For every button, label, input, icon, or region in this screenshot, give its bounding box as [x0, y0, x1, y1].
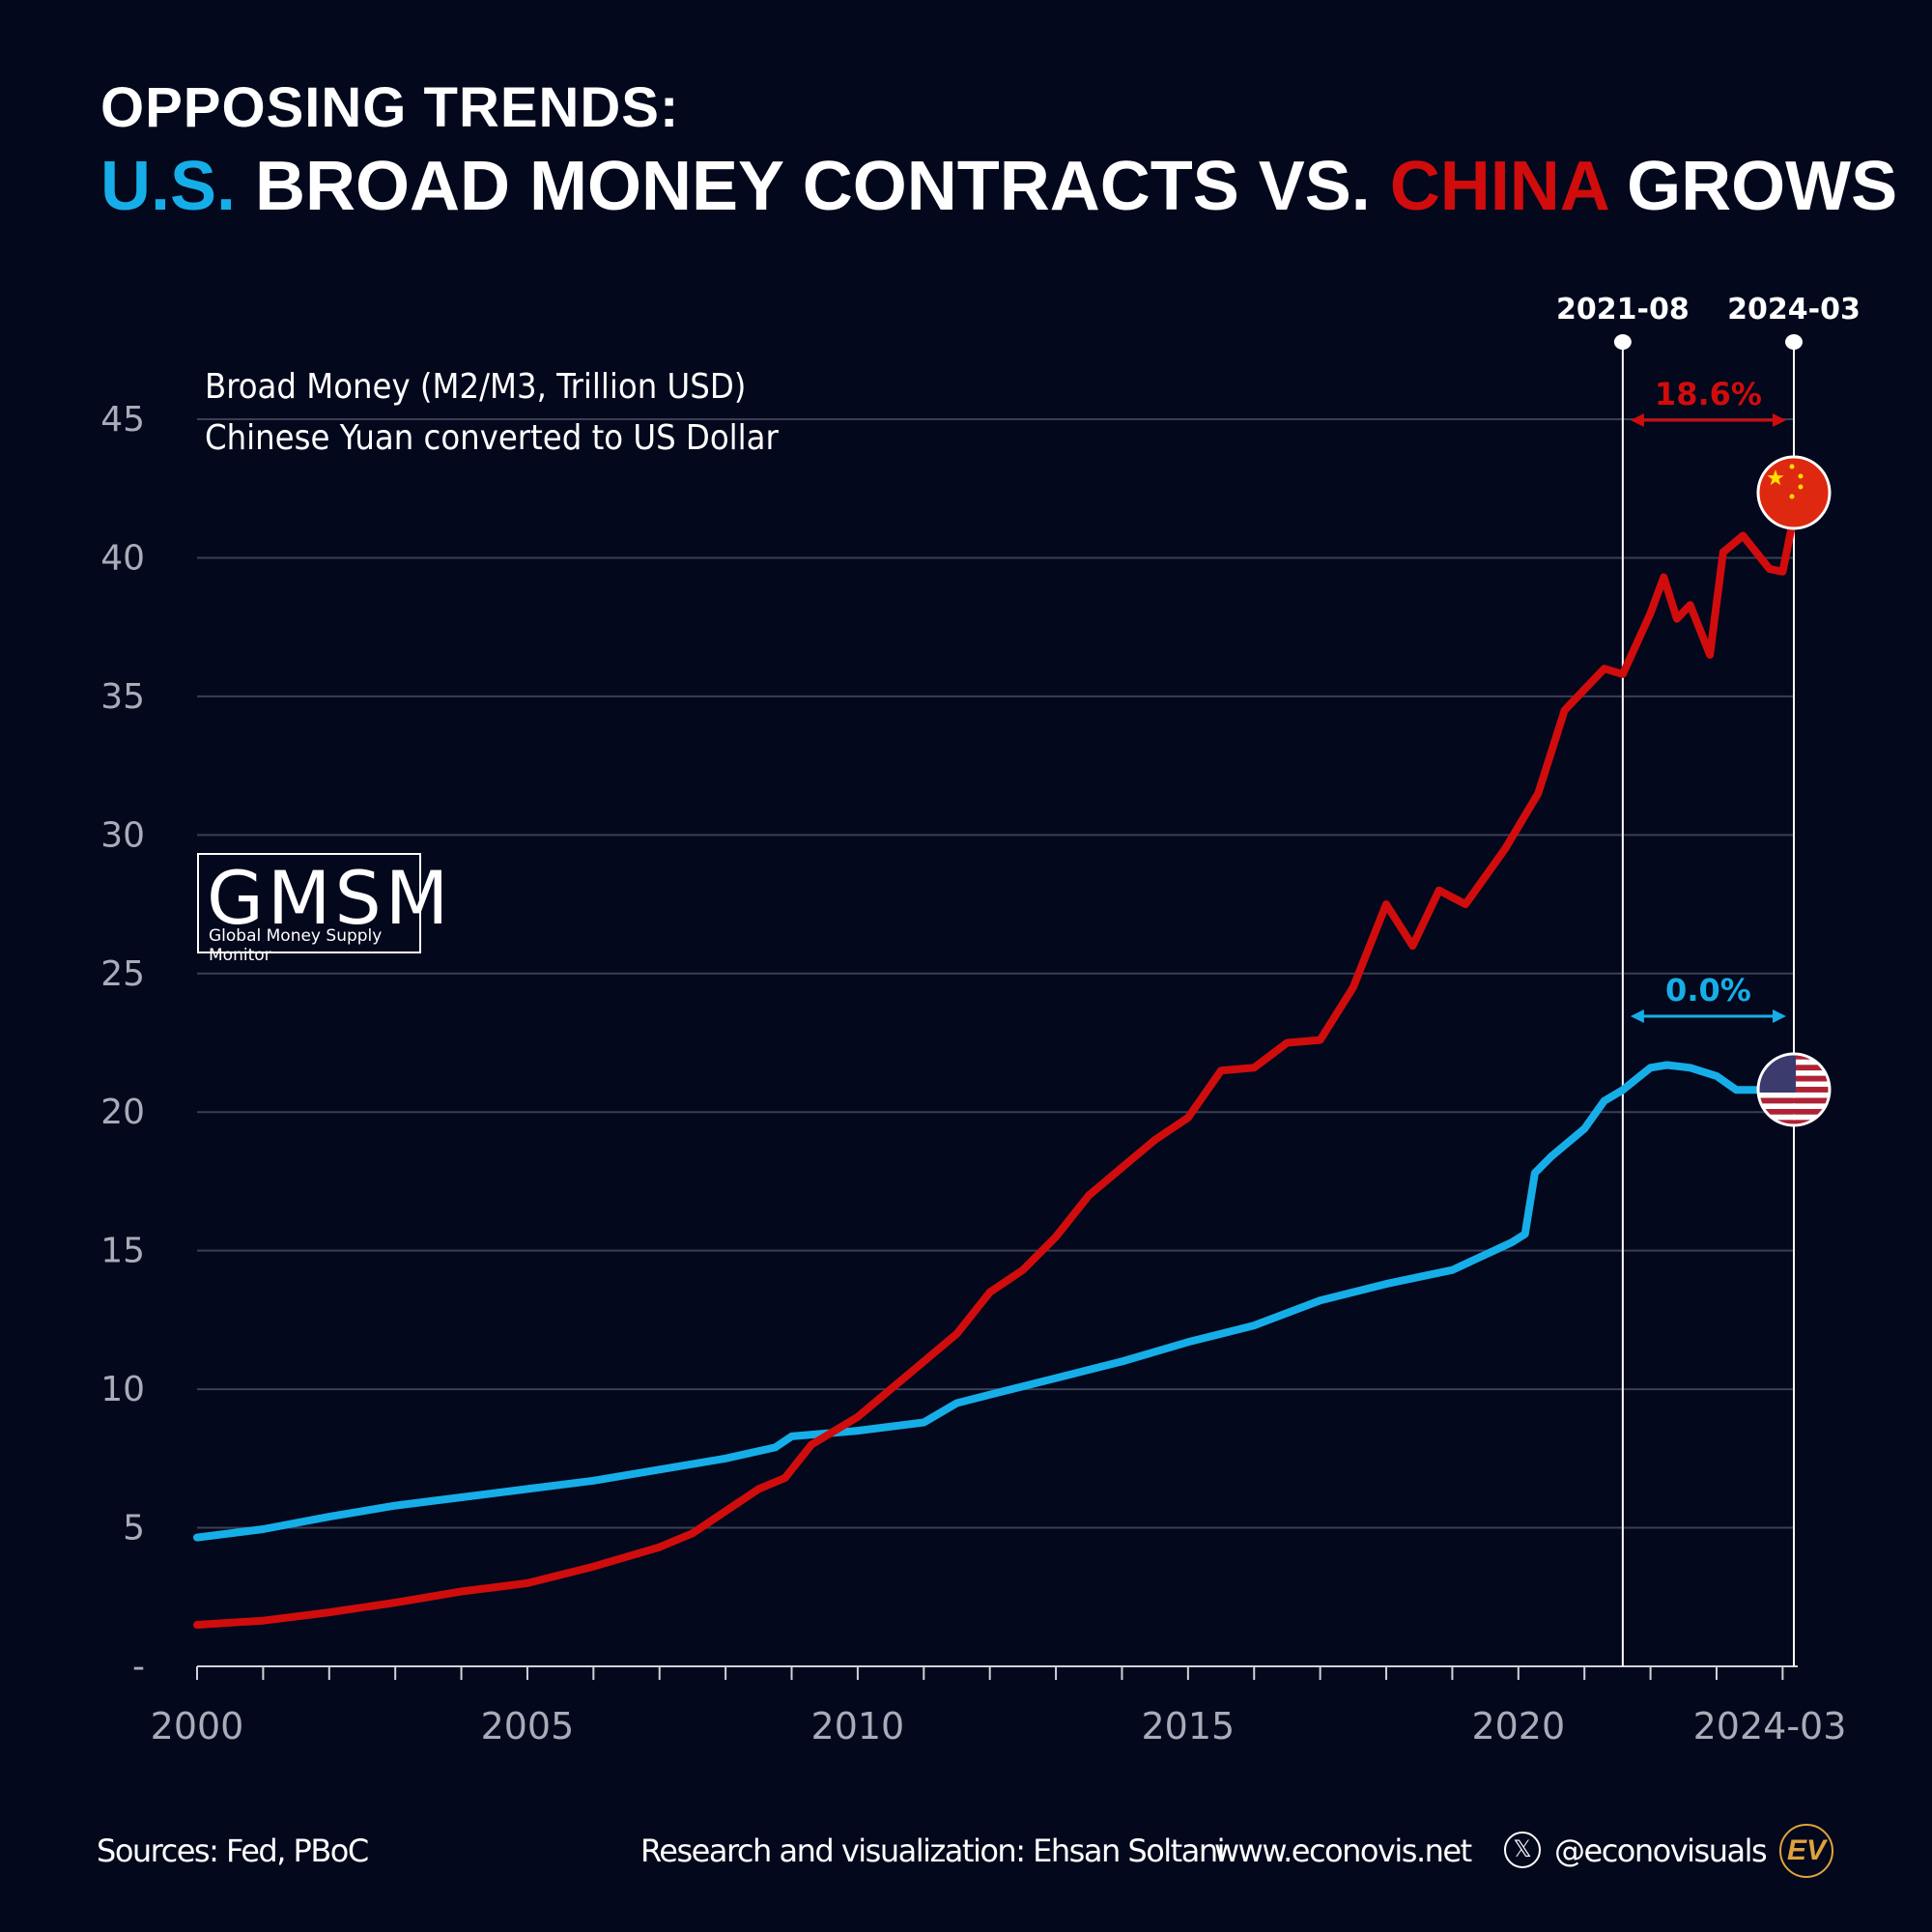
subtitle-line-2: Chinese Yuan converted to US Dollar — [205, 418, 779, 458]
us-flag-icon — [1756, 1052, 1832, 1127]
title-line-2: U.S. BROAD MONEY CONTRACTS VS. CHINA GRO… — [100, 147, 1897, 226]
ev-logo-icon: EV — [1779, 1824, 1833, 1878]
y-tick-label: 10 — [100, 1370, 145, 1409]
x-tick-label: 2005 — [481, 1705, 575, 1747]
star-icon — [1798, 473, 1804, 479]
y-tick-label: 45 — [100, 400, 145, 440]
marker-dot — [1785, 334, 1803, 350]
title-us: U.S. — [100, 148, 237, 225]
marker-label: 2024-03 — [1727, 293, 1861, 327]
us-change-label: 0.0% — [1665, 972, 1751, 1009]
x-tick-label: 2024-03 — [1693, 1705, 1847, 1747]
y-tick-label: 35 — [100, 677, 145, 717]
china-change-label: 18.6% — [1655, 376, 1762, 412]
title-end: GROWS — [1627, 148, 1898, 225]
x-logo-icon[interactable]: 𝕏 — [1504, 1832, 1541, 1868]
logo-caption: Global Money Supply Monitor — [209, 926, 383, 965]
star-icon — [1789, 494, 1795, 499]
marker-label: 2021-08 — [1556, 293, 1690, 327]
title-china: CHINA — [1389, 148, 1608, 225]
us-series-line — [193, 1061, 1798, 1542]
social-handle[interactable]: @econovisuals — [1554, 1833, 1768, 1869]
x-tick-label: 2015 — [1141, 1705, 1235, 1747]
website-link[interactable]: www.econovis.net — [1214, 1833, 1472, 1869]
x-tick-label: 2000 — [151, 1705, 244, 1747]
x-tick-label: 2020 — [1471, 1705, 1565, 1747]
china-series-line — [193, 512, 1798, 1629]
marker-dot — [1613, 334, 1632, 350]
us-flag-border — [1756, 1052, 1832, 1127]
logo-text: GMSM — [207, 855, 453, 941]
y-tick-label: 25 — [100, 954, 145, 994]
credit: Research and visualization: Ehsan Soltan… — [640, 1833, 1226, 1869]
china-flag-icon — [1756, 455, 1832, 530]
y-tick-label: 5 — [123, 1509, 145, 1548]
y-tick-label: - — [132, 1647, 145, 1687]
gmsm-logo: GMSM Global Money Supply Monitor — [197, 853, 448, 965]
x-tick-label: 2010 — [811, 1705, 905, 1747]
flag-stripe — [1758, 1120, 1830, 1125]
star-icon — [1789, 464, 1795, 469]
us-flag-body — [1758, 1054, 1830, 1125]
flag-stripe — [1758, 1109, 1830, 1115]
subtitle-line-1: Broad Money (M2/M3, Trillion USD) — [205, 367, 747, 407]
flag-stripe — [1758, 1092, 1830, 1098]
title-mid: BROAD MONEY CONTRACTS VS. — [255, 148, 1371, 225]
flag-stripe — [1758, 1103, 1830, 1109]
flag-stripe — [1758, 1097, 1830, 1104]
title-line-1: OPPOSING TRENDS: — [100, 76, 680, 139]
star-icon — [1767, 469, 1784, 486]
sources: Sources: Fed, PBoC — [97, 1833, 369, 1869]
star-icon — [1798, 484, 1804, 490]
flag-stripe — [1758, 1114, 1830, 1121]
y-tick-label: 15 — [100, 1232, 145, 1271]
y-tick-label: 40 — [100, 538, 145, 578]
y-tick-label: 20 — [100, 1093, 145, 1132]
y-tick-label: 30 — [100, 815, 145, 855]
